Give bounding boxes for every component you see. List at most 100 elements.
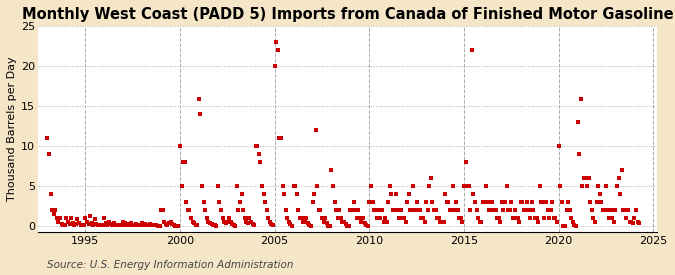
Point <box>502 183 512 188</box>
Point <box>570 223 581 228</box>
Point <box>339 219 350 224</box>
Point <box>424 183 435 188</box>
Point <box>446 207 457 212</box>
Point <box>75 222 86 227</box>
Point <box>249 222 260 227</box>
Point <box>549 215 560 220</box>
Point <box>602 207 613 212</box>
Point <box>421 199 431 204</box>
Point <box>285 222 296 226</box>
Point <box>449 207 460 212</box>
Point <box>260 199 271 204</box>
Point <box>171 223 182 228</box>
Point <box>256 183 267 188</box>
Point <box>137 221 148 225</box>
Point <box>551 219 562 224</box>
Point <box>321 221 332 225</box>
Point <box>225 219 236 224</box>
Point <box>51 215 62 220</box>
Point <box>228 222 239 227</box>
Point <box>369 207 379 212</box>
Point <box>429 207 439 212</box>
Point <box>227 222 238 226</box>
Point <box>360 222 371 227</box>
Point <box>134 222 144 227</box>
Point <box>575 97 586 101</box>
Point <box>525 215 536 220</box>
Point <box>514 219 524 224</box>
Point <box>86 221 97 225</box>
Point <box>465 207 476 212</box>
Point <box>596 199 607 204</box>
Point <box>383 199 394 204</box>
Point <box>572 120 583 124</box>
Point <box>96 222 107 227</box>
Point <box>583 175 594 180</box>
Point <box>593 183 603 188</box>
Point <box>135 222 146 227</box>
Point <box>247 222 258 226</box>
Point <box>207 222 217 226</box>
Point <box>511 215 522 220</box>
Point <box>427 199 438 204</box>
Y-axis label: Thousand Barrels per Day: Thousand Barrels per Day <box>7 57 17 201</box>
Point <box>261 207 272 212</box>
Point <box>190 222 201 227</box>
Point <box>610 207 621 212</box>
Point <box>47 207 57 212</box>
Point <box>381 219 392 224</box>
Point <box>475 219 485 224</box>
Point <box>591 199 602 204</box>
Point <box>457 219 468 224</box>
Point <box>387 207 398 212</box>
Point <box>345 207 356 212</box>
Point <box>582 183 593 188</box>
Point <box>616 167 627 172</box>
Point <box>378 219 389 224</box>
Point <box>503 207 514 212</box>
Point <box>391 191 402 196</box>
Point <box>604 215 615 220</box>
Point <box>109 221 119 225</box>
Point <box>605 207 616 212</box>
Point <box>462 183 472 188</box>
Point <box>437 219 448 224</box>
Point <box>53 219 64 224</box>
Point <box>144 222 155 226</box>
Point <box>189 221 200 225</box>
Point <box>184 207 195 212</box>
Point <box>597 207 608 212</box>
Point <box>588 215 599 220</box>
Point <box>367 199 378 204</box>
Point <box>537 199 548 204</box>
Point <box>471 207 482 212</box>
Point <box>70 222 81 226</box>
Point <box>629 215 640 220</box>
Point <box>522 199 533 204</box>
Point <box>266 222 277 226</box>
Point <box>547 199 558 204</box>
Point <box>545 207 556 212</box>
Point <box>577 183 588 188</box>
Point <box>259 191 269 196</box>
Point <box>408 183 419 188</box>
Point <box>64 222 75 226</box>
Point <box>574 152 585 156</box>
Point <box>244 215 255 220</box>
Point <box>419 219 430 224</box>
Point <box>580 175 591 180</box>
Point <box>119 221 130 225</box>
Point <box>533 219 543 224</box>
Point <box>460 160 471 164</box>
Point <box>273 48 284 52</box>
Point <box>325 223 335 228</box>
Point <box>358 215 369 220</box>
Point <box>88 222 99 227</box>
Point <box>280 207 291 212</box>
Point <box>337 219 348 224</box>
Point <box>448 183 458 188</box>
Point <box>495 219 506 224</box>
Point <box>293 207 304 212</box>
Point <box>82 219 92 224</box>
Point <box>99 215 109 220</box>
